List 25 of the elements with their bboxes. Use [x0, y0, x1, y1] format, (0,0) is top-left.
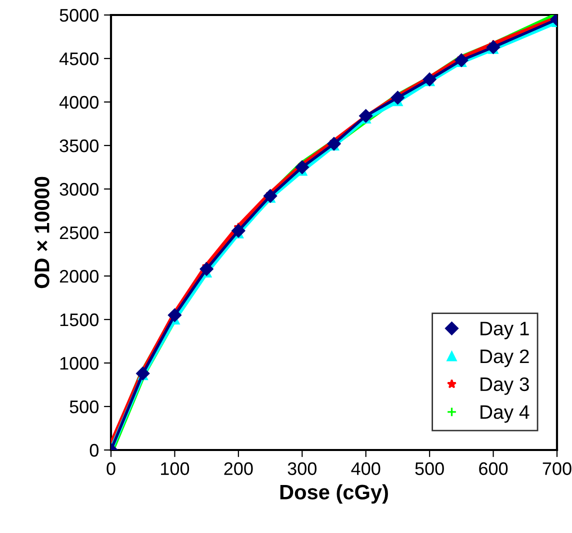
x-tick-label: 700 [542, 462, 572, 476]
x-tick-label: 300 [288, 462, 316, 476]
y-tick-label: 3000 [60, 182, 98, 196]
y-tick-label: 500 [70, 400, 98, 414]
y-axis-title: OD × 10000 [34, 176, 50, 288]
y-tick-label: 2000 [60, 270, 98, 283]
x-tick-label: 600 [479, 462, 508, 476]
y-tick-label: 1000 [60, 356, 98, 370]
legend-label: Day 3 [480, 377, 529, 395]
y-tick-label: 5000 [60, 8, 98, 22]
x-tick-label: 400 [351, 462, 380, 476]
x-tick-label: 200 [224, 462, 253, 476]
legend-label: Day 1 [480, 322, 529, 340]
x-tick-label: 500 [415, 462, 444, 476]
x-axis-title: Dose (cGy) [280, 484, 388, 504]
legend-label: Day 4 [480, 405, 530, 423]
y-tick-label: 4500 [59, 52, 98, 66]
y-tick-label: 0 [90, 444, 98, 457]
y-tick-label: 3500 [60, 139, 98, 152]
y-tick-label: 4000 [59, 96, 98, 109]
y-tick-label: 2500 [60, 226, 98, 240]
y-tick-label: 1500 [60, 313, 98, 326]
x-tick-label: 0 [106, 462, 116, 476]
legend-label: Day 2 [480, 349, 529, 368]
x-tick-label: 100 [161, 462, 190, 476]
